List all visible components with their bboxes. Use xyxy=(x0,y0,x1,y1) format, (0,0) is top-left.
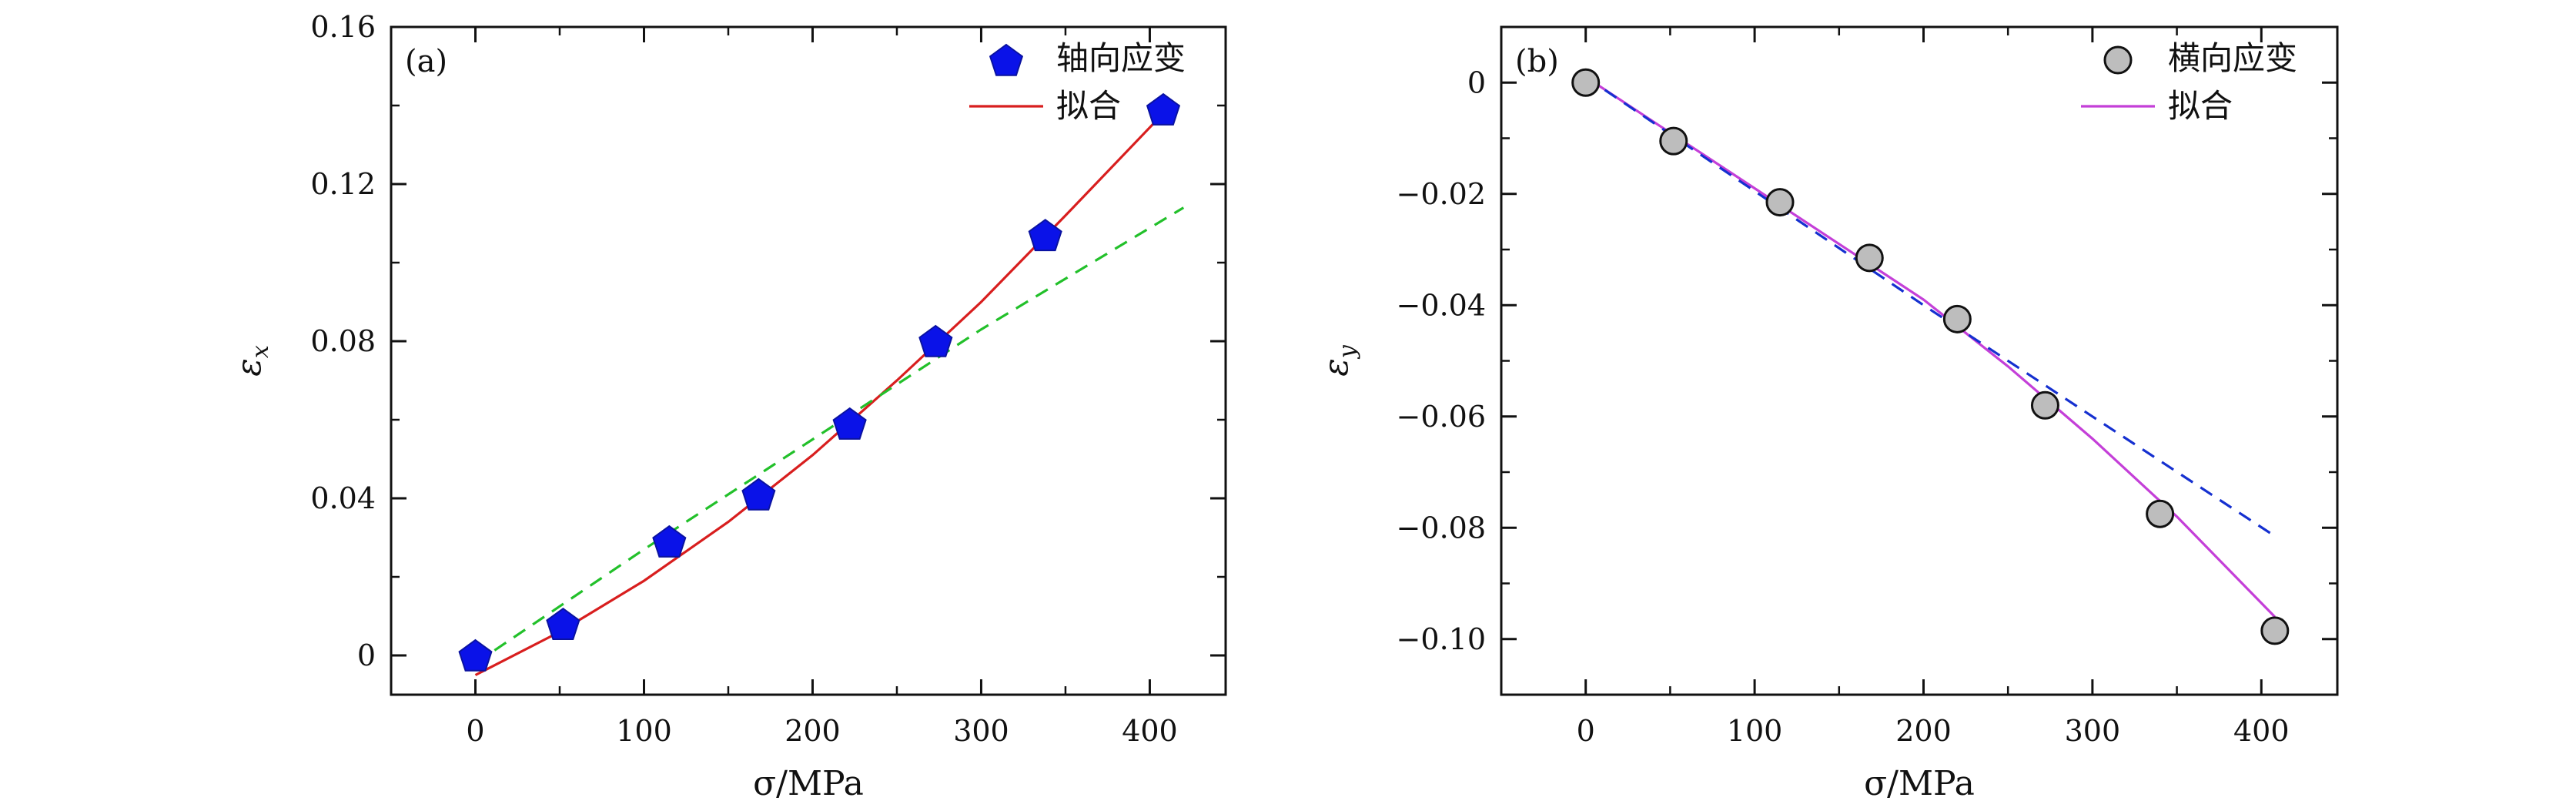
x-tick-label: 300 xyxy=(2065,714,2121,748)
data-point-circle xyxy=(2260,616,2290,645)
y-tick-label: −0.08 xyxy=(1397,511,1486,545)
x-tick-label: 0 xyxy=(466,714,484,748)
x-tick-label: 400 xyxy=(1122,714,1178,748)
data-point-circle xyxy=(2146,499,2175,528)
svg-text:εy: εy xyxy=(1316,344,1361,377)
data-point-pentagon xyxy=(458,638,493,672)
panel-a: 0 100 200 300 400 0 0.04 0.08 0.12 0.16 (a) σ/MPa… xyxy=(229,10,1227,803)
fit-line xyxy=(474,112,1165,676)
dashed-reference-line xyxy=(474,206,1185,665)
panel-label-a: (a) xyxy=(405,44,447,79)
svg-text:εx: εx xyxy=(229,345,274,377)
fit-line xyxy=(1584,75,2276,618)
y-axis-label-symbol-a: ε xyxy=(229,358,269,377)
y-axis-label-b: εy xyxy=(1316,344,1361,377)
x-axis-label-a: σ/MPa xyxy=(753,764,864,803)
legend-label: 轴向应变 xyxy=(1056,39,1186,77)
y-tick-label: 0.08 xyxy=(310,324,376,358)
data-point-pentagon xyxy=(1028,219,1062,252)
x-tick-label: 200 xyxy=(785,714,841,748)
legend-marker-circle xyxy=(2103,45,2133,75)
data-point-pentagon xyxy=(741,478,776,511)
y-tick-label: 0.12 xyxy=(310,167,376,201)
y-tick-label: −0.10 xyxy=(1397,622,1486,656)
data-point-pentagon xyxy=(652,524,687,558)
y-tick-label: 0 xyxy=(357,638,376,672)
x-tick-label: 200 xyxy=(1895,714,1952,748)
series-group-a xyxy=(458,92,1185,676)
data-point-circle xyxy=(1571,68,1601,97)
data-point-circle xyxy=(2030,390,2059,420)
y-tick-label: 0.04 xyxy=(310,481,376,515)
y-tick-label: −0.06 xyxy=(1397,400,1486,434)
plot-frame-a xyxy=(390,25,1227,696)
y-axis-label-a: εx xyxy=(229,345,274,377)
axis-ticks-b: 0 100 200 300 400 0 −0.02 −0.04 −0.06 −0.08 −0.10 xyxy=(1397,25,2337,748)
legend-label: 拟合 xyxy=(2168,87,2233,125)
panel-b: 0 100 200 300 4000−0.02−0.04−0.06−0.08−0.10 … xyxy=(1316,25,2339,803)
data-point-pentagon xyxy=(1146,92,1181,126)
legend-label: 横向应变 xyxy=(2168,39,2297,77)
y-tick-label: −0.04 xyxy=(1397,288,1486,322)
x-tick-label: 100 xyxy=(1727,714,1783,748)
legend-label: 拟合 xyxy=(1056,87,1121,125)
axis-ticks-a: 0 100 200 300 400 0 0.04 0.08 0.12 0.16 xyxy=(310,10,1226,748)
x-axis-label-b: σ/MPa xyxy=(1864,764,1975,803)
legend-marker-pentagon xyxy=(989,43,1024,76)
series-group-b xyxy=(1571,68,2290,645)
x-tick-label: 400 xyxy=(2233,714,2290,748)
y-axis-label-subscript-b: y xyxy=(1334,344,1361,360)
y-tick-label: −0.02 xyxy=(1397,177,1486,211)
y-axis-label-subscript-a: x xyxy=(247,345,274,358)
panel-label-b: (b) xyxy=(1515,44,1559,79)
x-tick-label: 100 xyxy=(616,714,672,748)
data-point-circle xyxy=(1942,304,1972,333)
data-point-pentagon xyxy=(546,607,580,640)
data-point-circle xyxy=(1659,126,1688,156)
y-tick-label: 0.16 xyxy=(310,10,376,44)
y-axis-label-symbol-b: ε xyxy=(1316,358,1356,377)
x-tick-label: 300 xyxy=(953,714,1009,748)
x-tick-label: 0 xyxy=(1577,714,1595,748)
dashed-reference-line xyxy=(1584,75,2276,538)
y-tick-label: 0 xyxy=(1467,65,1486,99)
data-point-pentagon xyxy=(832,407,867,440)
data-point-pentagon xyxy=(918,324,953,357)
plot-frame-b xyxy=(1500,25,2339,696)
data-point-circle xyxy=(1855,243,1884,273)
data-point-circle xyxy=(1765,188,1795,217)
